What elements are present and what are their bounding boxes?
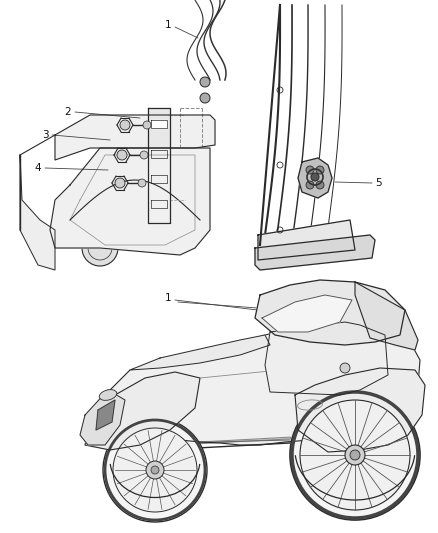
Text: 1: 1 — [165, 20, 171, 30]
Polygon shape — [255, 235, 375, 270]
Circle shape — [345, 445, 365, 465]
Polygon shape — [148, 108, 170, 223]
Polygon shape — [355, 282, 418, 350]
Circle shape — [138, 179, 146, 187]
Polygon shape — [258, 220, 355, 260]
Polygon shape — [55, 115, 215, 160]
Polygon shape — [255, 280, 405, 345]
Circle shape — [290, 390, 420, 520]
Polygon shape — [130, 335, 270, 370]
Circle shape — [316, 181, 324, 189]
Polygon shape — [151, 150, 167, 158]
Polygon shape — [151, 175, 167, 183]
Circle shape — [311, 173, 319, 181]
Polygon shape — [85, 322, 420, 445]
Circle shape — [120, 120, 130, 130]
Polygon shape — [298, 158, 332, 198]
Circle shape — [340, 363, 350, 373]
Circle shape — [316, 166, 324, 174]
Polygon shape — [265, 322, 388, 395]
Circle shape — [115, 178, 125, 188]
Text: 2: 2 — [65, 107, 71, 117]
Circle shape — [103, 418, 207, 522]
Polygon shape — [262, 295, 352, 332]
Circle shape — [200, 77, 210, 87]
Polygon shape — [151, 120, 167, 128]
Polygon shape — [151, 200, 167, 208]
Circle shape — [113, 428, 197, 512]
Text: 5: 5 — [374, 178, 381, 188]
Text: 3: 3 — [42, 130, 48, 140]
Text: 4: 4 — [35, 163, 41, 173]
Polygon shape — [50, 148, 210, 255]
Circle shape — [350, 450, 360, 460]
Circle shape — [306, 181, 314, 189]
Circle shape — [146, 461, 164, 479]
Polygon shape — [96, 400, 115, 430]
Text: 1: 1 — [165, 293, 171, 303]
Polygon shape — [20, 155, 55, 270]
Circle shape — [140, 151, 148, 159]
Circle shape — [151, 466, 159, 474]
Polygon shape — [295, 368, 425, 452]
Polygon shape — [85, 372, 200, 450]
Circle shape — [300, 400, 410, 510]
Circle shape — [200, 93, 210, 103]
Polygon shape — [80, 390, 125, 445]
Circle shape — [143, 121, 151, 129]
Circle shape — [117, 150, 127, 160]
Circle shape — [306, 166, 314, 174]
Ellipse shape — [99, 390, 117, 400]
Circle shape — [82, 230, 118, 266]
